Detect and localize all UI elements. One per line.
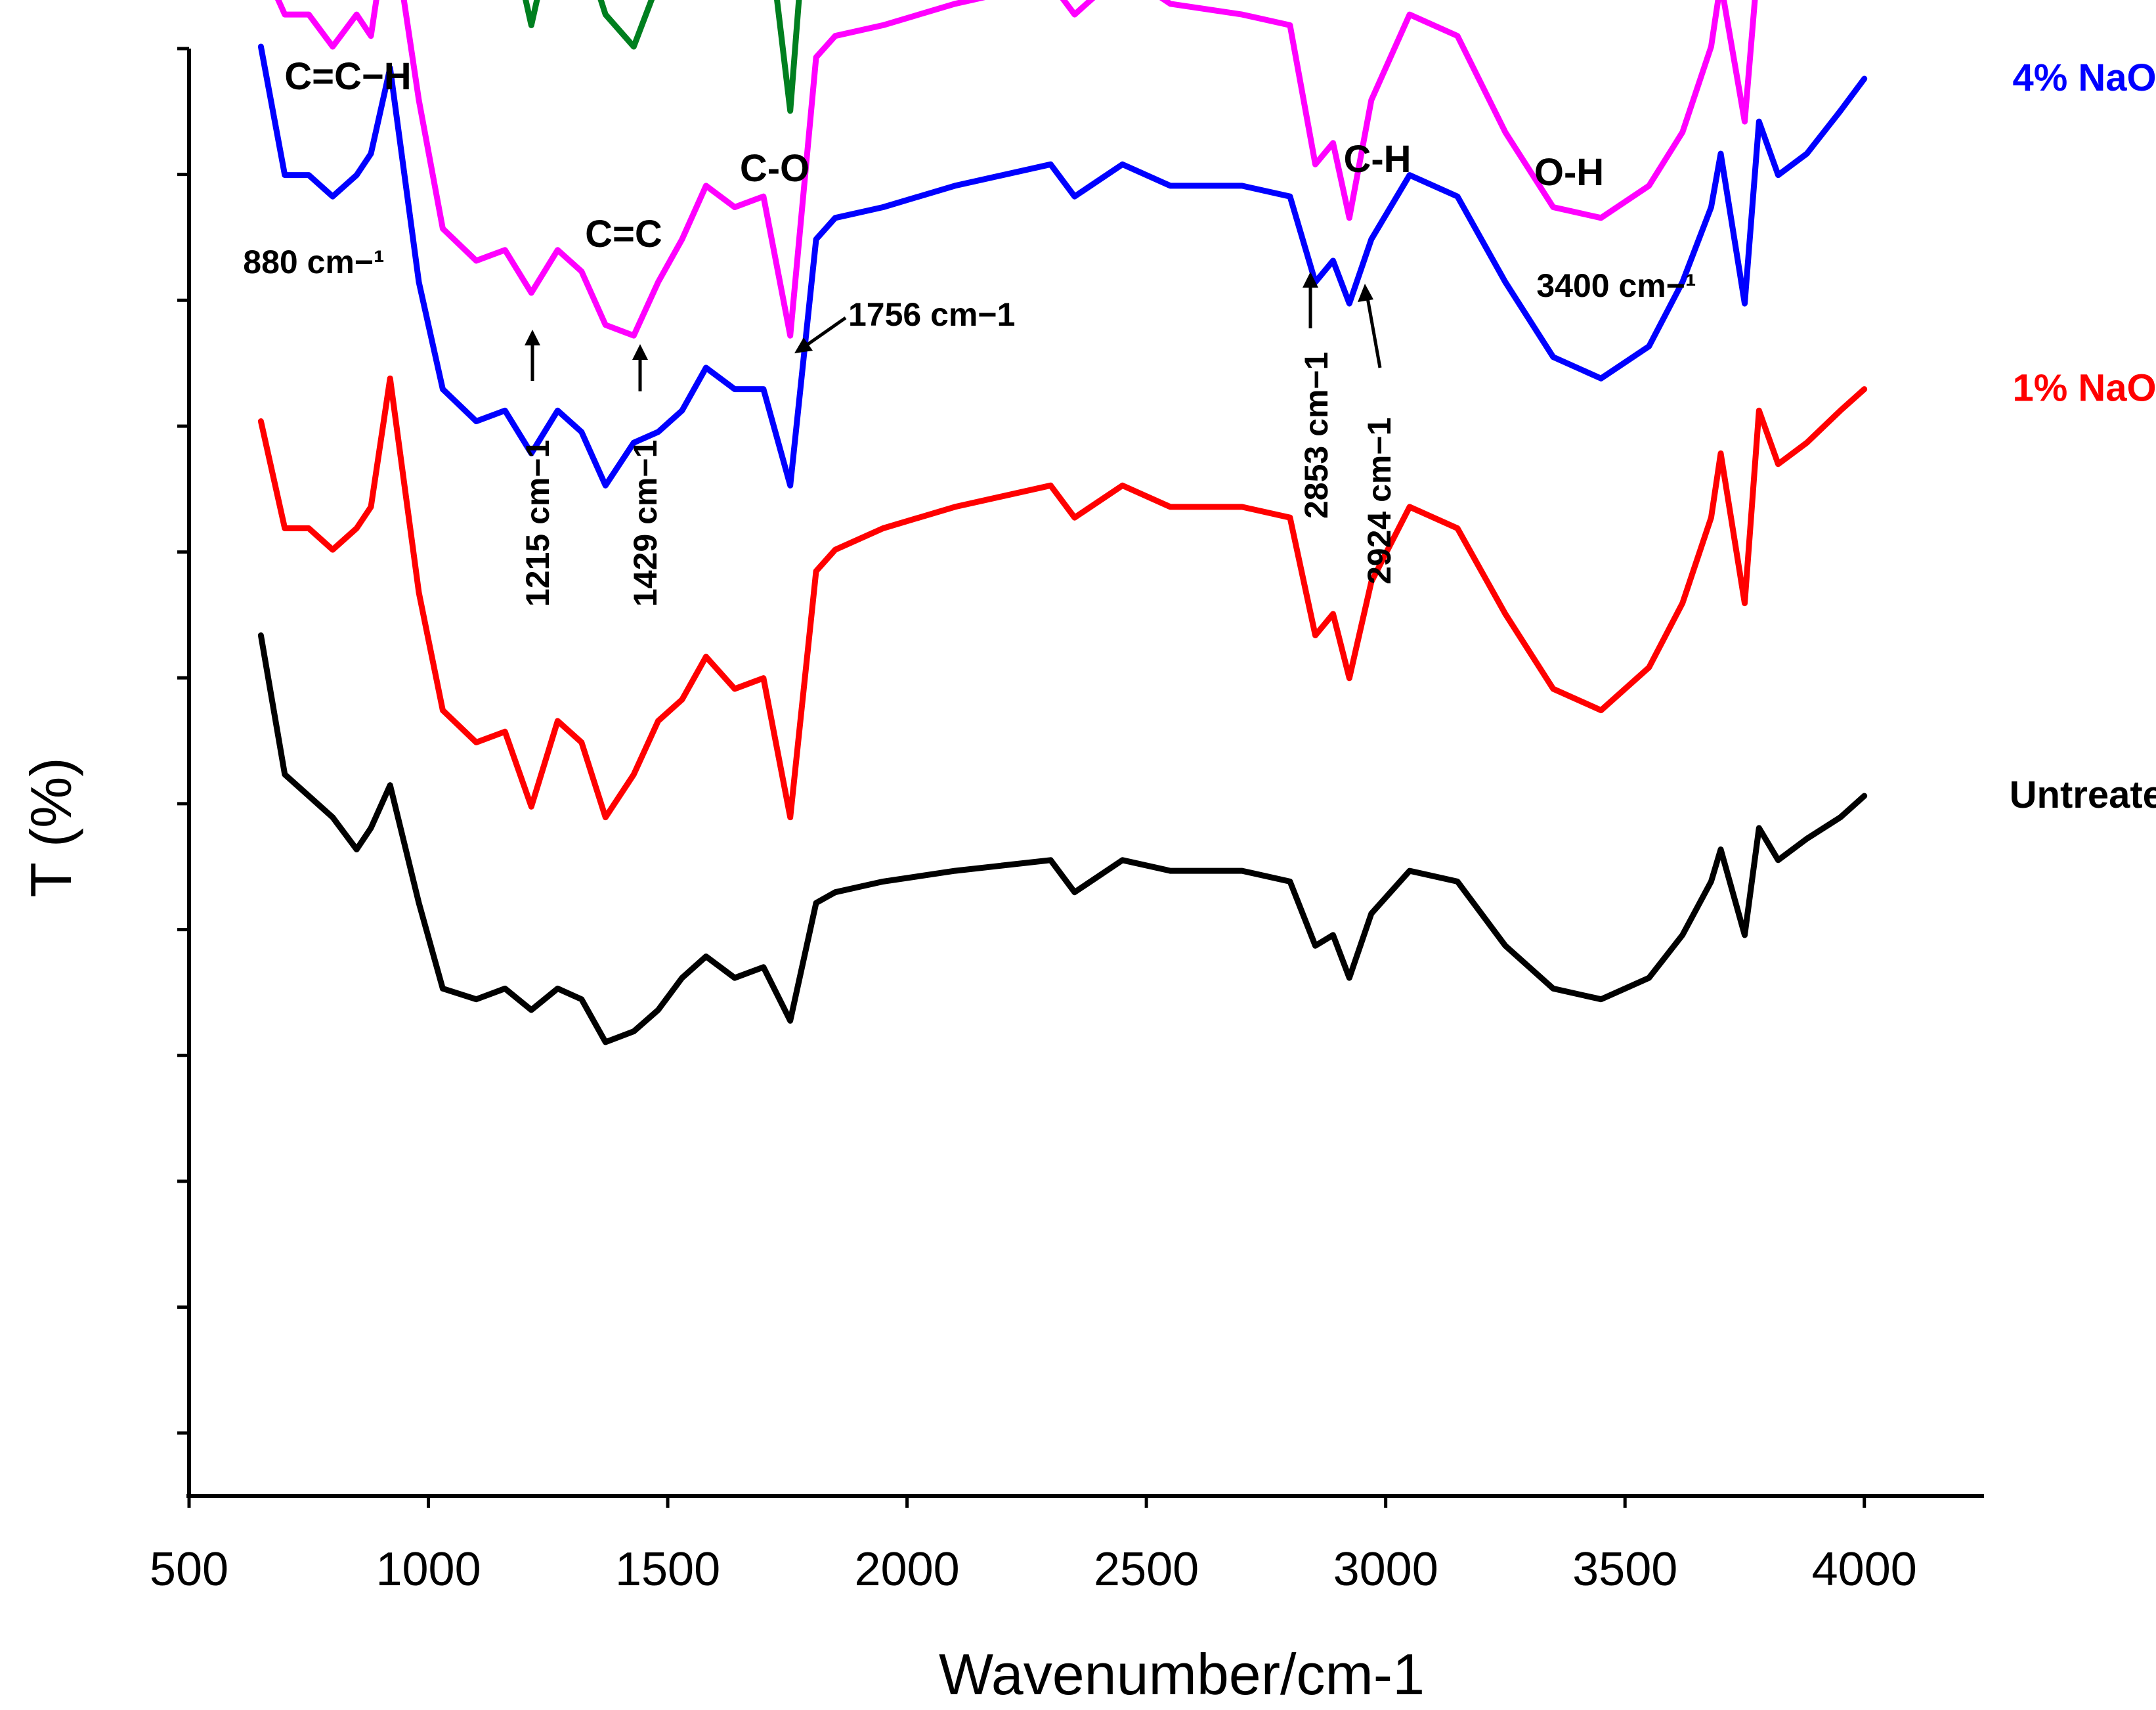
- arrow-head-1756: [794, 338, 813, 353]
- series-line: [257, 43, 1868, 489]
- x-tick-label: 500: [150, 1543, 228, 1596]
- peak-label-1429: 1429 cm−1: [627, 440, 664, 607]
- series-label: 4% NaOH: [2012, 56, 2156, 99]
- x-tick-label: 1000: [376, 1543, 481, 1596]
- arrow-2924: [1365, 294, 1382, 368]
- arrow-head-1215: [525, 330, 540, 345]
- series-label: 1% NaOH: [2012, 367, 2156, 410]
- x-tick-label: 2000: [855, 1543, 960, 1596]
- x-tick-label: 2500: [1094, 1543, 1199, 1596]
- arrow-head-2853: [1303, 272, 1318, 288]
- annotations: C=C−H C=C C-O C-H O-H 880 cm−¹ 1756 cm−1…: [243, 55, 1696, 607]
- x-tick-label: 3000: [1333, 1543, 1438, 1596]
- peak-label-1756: 1756 cm−1: [848, 296, 1015, 333]
- peak-label-3400: 3400 cm−¹: [1536, 267, 1696, 304]
- series-line: [523, 0, 802, 114]
- series-lines: [257, 0, 1868, 1045]
- x-axis-label: Wavenumber/cm-1: [939, 1642, 1425, 1707]
- y-ticks: [177, 47, 189, 1435]
- annotation-ch: C-H: [1343, 138, 1411, 181]
- peak-label-880: 880 cm−¹: [243, 244, 384, 280]
- x-tick-label: 4000: [1812, 1543, 1917, 1596]
- annotation-oh: O-H: [1534, 151, 1604, 194]
- series-label: Untreated: [2010, 774, 2156, 816]
- peak-label-1215: 1215 cm−1: [519, 440, 556, 607]
- series-line: [257, 632, 1868, 1045]
- annotation-cc: C=C: [585, 213, 662, 255]
- x-ticks: 500 1000 1500 2000 2500 3000 3500 4000: [150, 1496, 1917, 1596]
- peak-label-2924: 2924 cm−1: [1361, 418, 1398, 584]
- annotation-cch: C=C−H: [284, 55, 411, 98]
- peak-label-2853: 2853 cm−1: [1298, 352, 1335, 519]
- y-axis-label: T (%): [18, 757, 83, 897]
- series-line: [275, 0, 1758, 339]
- arrow-head-2924: [1358, 284, 1373, 302]
- annotation-arrows: [525, 272, 1382, 391]
- arrow-1756: [805, 316, 847, 347]
- annotation-co: C-O: [740, 147, 809, 190]
- x-tick-label: 1500: [615, 1543, 720, 1596]
- axes: [186, 49, 1984, 1498]
- arrow-head-1429: [632, 344, 648, 360]
- x-tick-label: 3500: [1572, 1543, 1677, 1596]
- series-line: [257, 375, 1868, 821]
- series-labels: 10% NaOH7% NaOH4% NaOH1% NaOHUntreated: [2010, 56, 2156, 816]
